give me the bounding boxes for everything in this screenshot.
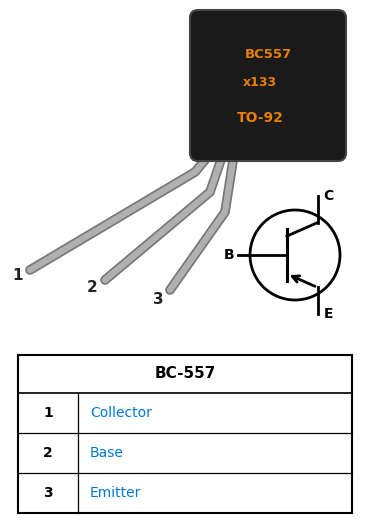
Text: C: C [323, 189, 334, 203]
Text: Base: Base [90, 446, 124, 460]
Text: B: B [223, 248, 234, 262]
Text: Emitter: Emitter [90, 486, 141, 500]
Text: x133: x133 [243, 76, 277, 89]
Text: 3: 3 [153, 292, 163, 308]
Text: 1: 1 [13, 268, 23, 282]
Text: E: E [323, 307, 333, 321]
Bar [18, 355, 352, 513]
Text: 2: 2 [43, 446, 53, 460]
FancyBboxPatch shape [190, 10, 346, 161]
Text: 2: 2 [87, 280, 97, 296]
Text: TO-92: TO-92 [236, 111, 283, 125]
Text: BC557: BC557 [245, 48, 292, 61]
Text: BC-557: BC-557 [154, 366, 216, 382]
Text: Collector: Collector [90, 406, 152, 420]
Text: 3: 3 [43, 486, 53, 500]
Text: 1: 1 [43, 406, 53, 420]
